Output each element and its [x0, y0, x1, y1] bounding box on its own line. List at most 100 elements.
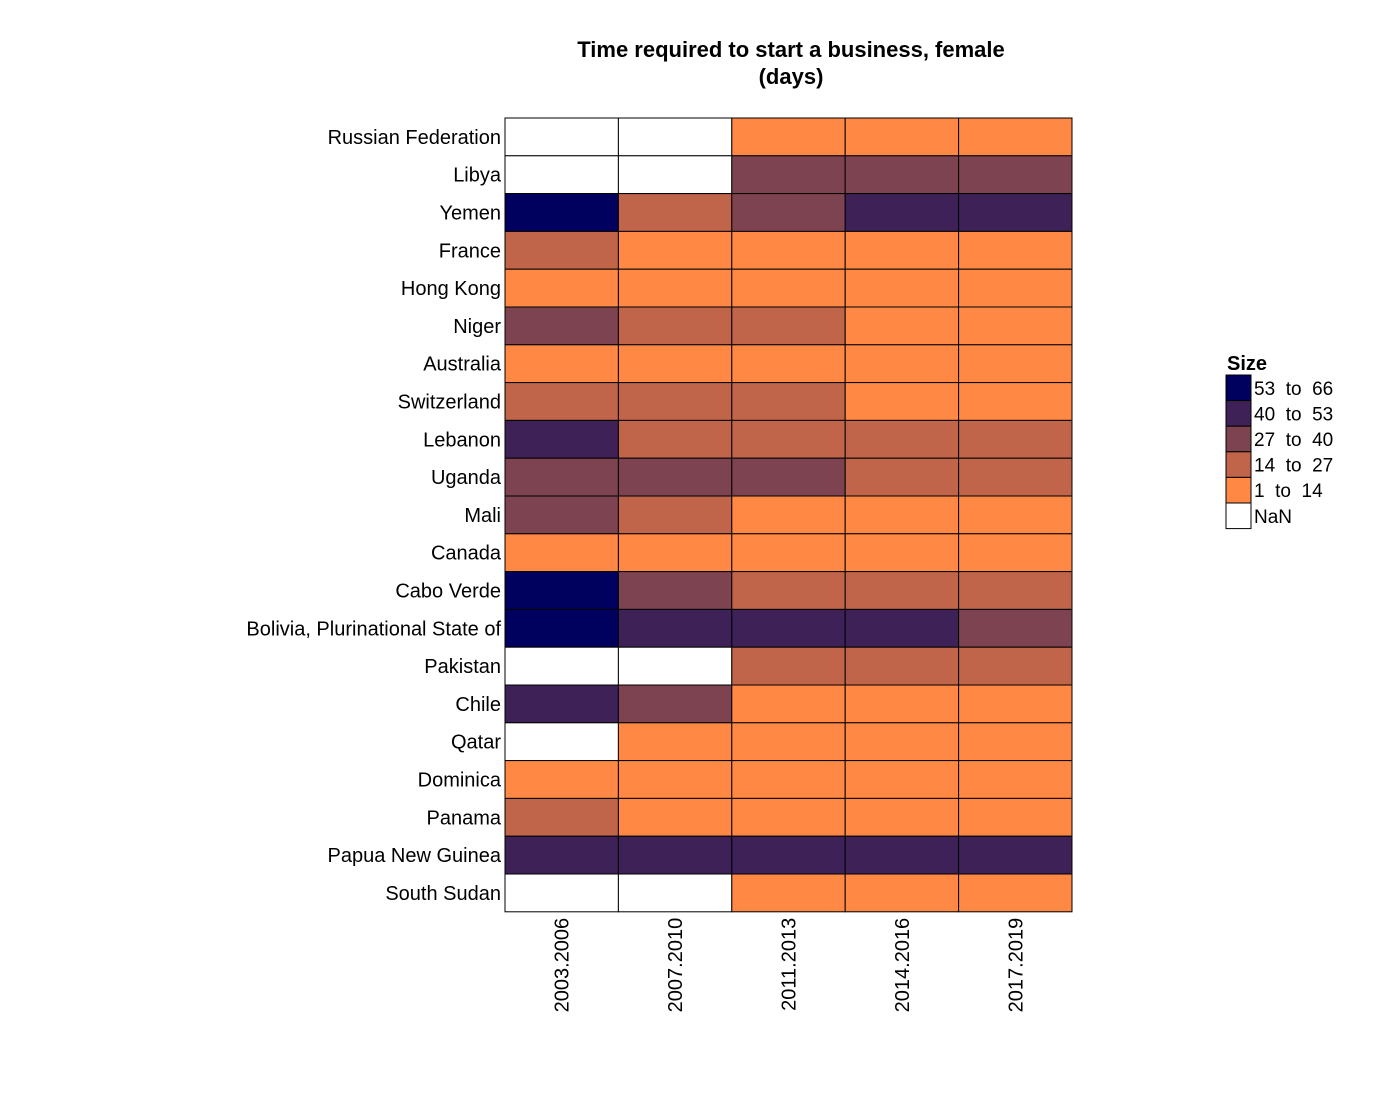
- cell-dominica-2003-2006: [504, 760, 619, 799]
- y-label-lebanon: Lebanon: [423, 429, 501, 451]
- x-label-2007-2010: 2007.2010: [665, 918, 687, 1013]
- cell-russian-federation-2011-2013: [731, 117, 846, 157]
- legend-label-27-to-40: 27 to 40: [1254, 430, 1333, 451]
- cell-chile-2007-2010: [617, 684, 733, 724]
- y-label-qatar: Qatar: [451, 732, 501, 754]
- legend-swatch-1-to-14: [1225, 476, 1252, 504]
- cell-libya-2017-2019: [958, 155, 1073, 195]
- x-label-2017-2019: 2017.2019: [1005, 918, 1027, 1013]
- cell-yemen-2014-2016: [844, 193, 960, 232]
- cell-switzerland-2011-2013: [731, 382, 846, 421]
- cell-lebanon-2011-2013: [731, 419, 846, 459]
- cell-chile-2014-2016: [844, 684, 960, 724]
- cell-pakistan-2017-2019: [958, 646, 1073, 686]
- cell-switzerland-2003-2006: [504, 382, 619, 421]
- y-label-chile: Chile: [455, 694, 501, 716]
- cell-canada-2014-2016: [844, 533, 960, 573]
- cell-south-sudan-2017-2019: [958, 873, 1073, 913]
- legend-label-40-to-53: 40 to 53: [1254, 404, 1333, 425]
- legend-title: Size: [1227, 353, 1267, 375]
- x-label-2011-2013: 2011.2013: [779, 918, 801, 1011]
- cell-libya-2011-2013: [731, 155, 846, 195]
- y-label-canada: Canada: [431, 543, 502, 565]
- cell-hong-kong-2014-2016: [844, 268, 960, 308]
- cell-hong-kong-2003-2006: [504, 268, 619, 308]
- cell-lebanon-2017-2019: [958, 419, 1073, 459]
- cell-niger-2017-2019: [958, 306, 1073, 346]
- legend-swatch-nan: [1225, 502, 1252, 530]
- cell-france-2011-2013: [731, 230, 846, 270]
- cell-canada-2007-2010: [617, 533, 733, 573]
- y-label-south-sudan: South Sudan: [385, 883, 501, 905]
- cell-uganda-2011-2013: [731, 457, 846, 497]
- cell-qatar-2003-2006: [504, 722, 619, 762]
- cell-russian-federation-2007-2010: [617, 117, 733, 157]
- cell-australia-2007-2010: [617, 344, 733, 384]
- x-label-2003-2006: 2003.2006: [552, 918, 574, 1013]
- cell-panama-2011-2013: [731, 797, 846, 837]
- cell-yemen-2017-2019: [958, 193, 1073, 232]
- cell-niger-2011-2013: [731, 306, 846, 346]
- cell-papua-new-guinea-2011-2013: [731, 835, 846, 875]
- y-label-niger: Niger: [453, 316, 501, 338]
- cell-south-sudan-2014-2016: [844, 873, 960, 913]
- cell-uganda-2007-2010: [617, 457, 733, 497]
- cell-papua-new-guinea-2003-2006: [504, 835, 619, 875]
- y-label-australia: Australia: [423, 354, 502, 376]
- cell-pakistan-2014-2016: [844, 646, 960, 686]
- y-label-france: France: [439, 240, 501, 262]
- cell-uganda-2014-2016: [844, 457, 960, 497]
- cell-hong-kong-2011-2013: [731, 268, 846, 308]
- cell-yemen-2003-2006: [504, 193, 619, 232]
- cell-bolivia-plurinational-state-of-2003-2006: [504, 608, 619, 648]
- cell-bolivia-plurinational-state-of-2014-2016: [844, 608, 960, 648]
- y-label-panama: Panama: [427, 807, 502, 829]
- cell-libya-2003-2006: [504, 155, 619, 195]
- cell-pakistan-2003-2006: [504, 646, 619, 686]
- cell-panama-2007-2010: [617, 797, 733, 837]
- y-label-papua-new-guinea: Papua New Guinea: [328, 845, 502, 867]
- cell-chile-2003-2006: [504, 684, 619, 724]
- cell-uganda-2003-2006: [504, 457, 619, 497]
- cell-russian-federation-2014-2016: [844, 117, 960, 157]
- cell-niger-2014-2016: [844, 306, 960, 346]
- cell-cabo-verde-2011-2013: [731, 571, 846, 610]
- cell-france-2003-2006: [504, 230, 619, 270]
- cell-dominica-2014-2016: [844, 760, 960, 799]
- legend: Size 53 to 66 40 to 53 27 to 40 14 to 27 1 t…: [1225, 353, 1333, 530]
- cell-bolivia-plurinational-state-of-2017-2019: [958, 608, 1073, 648]
- y-label-uganda: Uganda: [431, 467, 502, 489]
- cell-pakistan-2007-2010: [617, 646, 733, 686]
- legend-label-53-to-66: 53 to 66: [1254, 379, 1333, 400]
- cell-russian-federation-2003-2006: [504, 117, 619, 157]
- y-label-bolivia-plurinational-state-of: Bolivia, Plurinational State of: [246, 618, 501, 640]
- legend-swatch-27-to-40: [1225, 425, 1252, 453]
- cell-switzerland-2014-2016: [844, 382, 960, 421]
- cell-pakistan-2011-2013: [731, 646, 846, 686]
- cell-switzerland-2017-2019: [958, 382, 1073, 421]
- cell-russian-federation-2017-2019: [958, 117, 1073, 157]
- cell-france-2014-2016: [844, 230, 960, 270]
- legend-label-14-to-27: 14 to 27: [1254, 456, 1333, 477]
- cell-cabo-verde-2003-2006: [504, 571, 619, 610]
- cell-qatar-2014-2016: [844, 722, 960, 762]
- cell-cabo-verde-2017-2019: [958, 571, 1073, 610]
- legend-swatch-53-to-66: [1225, 374, 1252, 402]
- y-label-libya: Libya: [453, 165, 502, 187]
- cell-mali-2003-2006: [504, 495, 619, 535]
- cell-canada-2003-2006: [504, 533, 619, 573]
- cell-papua-new-guinea-2007-2010: [617, 835, 733, 875]
- cell-yemen-2007-2010: [617, 193, 733, 232]
- cell-australia-2014-2016: [844, 344, 960, 384]
- cell-mali-2007-2010: [617, 495, 733, 535]
- cell-dominica-2007-2010: [617, 760, 733, 799]
- cell-cabo-verde-2007-2010: [617, 571, 733, 610]
- cell-papua-new-guinea-2014-2016: [844, 835, 960, 875]
- cell-panama-2003-2006: [504, 797, 619, 837]
- cell-lebanon-2007-2010: [617, 419, 733, 459]
- y-label-dominica: Dominica: [418, 770, 502, 792]
- cell-south-sudan-2007-2010: [617, 873, 733, 913]
- cell-libya-2014-2016: [844, 155, 960, 195]
- cell-qatar-2011-2013: [731, 722, 846, 762]
